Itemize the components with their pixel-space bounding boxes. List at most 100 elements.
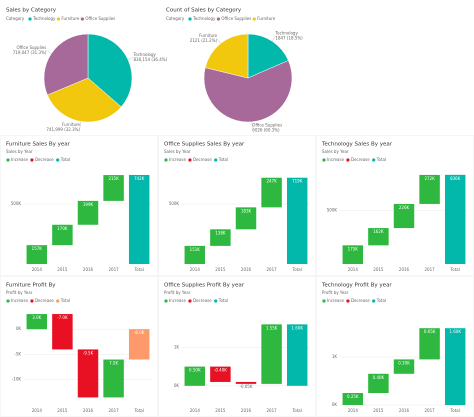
legend-label: Office Supplies xyxy=(221,16,251,21)
legend-label: Total xyxy=(60,157,70,162)
waterfall-bar xyxy=(261,324,282,384)
data-label: 162K xyxy=(373,229,384,234)
waterfall-bar xyxy=(368,373,389,393)
waterfall-bar xyxy=(52,314,73,350)
legend-swatch xyxy=(322,299,326,303)
legend-label: Total xyxy=(218,298,228,303)
chart-title: Sales by Category xyxy=(6,8,57,14)
waterfall-bar xyxy=(184,366,206,386)
chart-title: Furniture Profit By xyxy=(6,283,56,289)
legend-label: Increase xyxy=(11,298,28,303)
x-tick-label: Total xyxy=(292,267,302,272)
x-tick-label: 2017 xyxy=(109,408,120,413)
waterfall-bar xyxy=(77,349,99,398)
legend-label: Decrease xyxy=(351,157,370,162)
x-tick-label: 2014 xyxy=(32,408,43,413)
total-bar xyxy=(128,174,150,264)
chart-title: Technology Profit By year xyxy=(321,283,392,289)
legend-swatch xyxy=(80,17,84,21)
legend-label: Furniture xyxy=(61,16,79,21)
x-tick-label: 2014 xyxy=(348,408,359,413)
legend-swatch xyxy=(56,299,60,303)
x-tick-label: Total xyxy=(292,408,302,413)
pie-slice xyxy=(247,33,289,79)
data-label: 199K xyxy=(83,202,94,207)
total-bar xyxy=(128,329,150,360)
waterfall-bar xyxy=(235,381,257,384)
legend-label: Decrease xyxy=(35,298,54,303)
y-tick-label: 0K xyxy=(16,326,22,331)
legend-label: Increase xyxy=(327,298,344,303)
chart-title: Office Supplies Profit By year xyxy=(164,283,245,289)
x-tick-label: Total xyxy=(450,408,460,413)
chart-title: Furniture Sales By year xyxy=(6,142,71,148)
legend-swatch xyxy=(252,17,256,21)
legend-swatch xyxy=(214,158,218,162)
leader-line xyxy=(251,121,253,128)
legend-title: Category xyxy=(166,16,185,21)
data-label: 3.0K xyxy=(32,315,41,320)
waterfall-bar xyxy=(393,203,415,229)
y-tick-label: 500K xyxy=(327,208,338,213)
chart-title: Office Supplies Sales By year xyxy=(164,142,245,148)
x-tick-label: 2015 xyxy=(57,408,68,413)
chart-title: Count of Sales by Category xyxy=(166,8,242,14)
waterfall-bar xyxy=(419,174,440,204)
data-label: 175K xyxy=(348,246,359,251)
legend-label: Total xyxy=(376,298,386,303)
x-tick-label: 2015 xyxy=(373,408,384,413)
legend-swatch xyxy=(372,158,376,162)
waterfall-bar xyxy=(368,228,389,246)
x-tick-label: 2017 xyxy=(425,267,436,272)
slice-value: 2121 (21.2%) xyxy=(190,38,218,43)
x-tick-label: 2016 xyxy=(399,408,410,413)
data-label: 719K xyxy=(292,179,303,184)
data-label: -7.0K xyxy=(57,315,68,320)
waterfall-bar xyxy=(419,328,440,360)
panel-border xyxy=(0,135,158,276)
pie-slice xyxy=(203,60,293,123)
legend-swatch xyxy=(346,299,350,303)
legend-swatch xyxy=(188,299,192,303)
legend-swatch xyxy=(6,158,10,162)
waterfall-bar xyxy=(210,229,231,246)
legend-label: Furniture xyxy=(257,16,275,21)
slice-label: Furniture xyxy=(199,33,217,38)
data-label: -6.0K xyxy=(134,330,145,335)
x-tick-label: 2016 xyxy=(83,267,94,272)
pie-slice xyxy=(43,33,89,96)
y-tick-label: 500K xyxy=(11,201,22,206)
chart-subtitle: Profit by Year xyxy=(164,290,191,295)
waterfall-bar xyxy=(210,366,231,382)
slice-value: 741,999 (32.3%) xyxy=(46,127,80,132)
x-tick-label: 2016 xyxy=(241,267,252,272)
chart-subtitle: Profit by Year xyxy=(322,290,349,295)
x-tick-label: 2014 xyxy=(32,267,43,272)
x-tick-label: 2015 xyxy=(373,267,384,272)
data-label: 1.55K xyxy=(266,325,278,330)
waterfall-bar xyxy=(26,245,48,264)
data-label: -0.40K xyxy=(214,368,227,373)
x-tick-label: Total xyxy=(134,408,144,413)
legend-label: Decrease xyxy=(193,298,212,303)
x-tick-label: Total xyxy=(134,267,144,272)
legend-label: Decrease xyxy=(35,157,54,162)
legend-swatch xyxy=(164,158,168,162)
legend-swatch xyxy=(28,17,32,21)
x-tick-label: 2014 xyxy=(190,267,201,272)
chart-title: Technology Sales By year xyxy=(321,142,393,148)
legend-label: Total xyxy=(60,298,70,303)
legend-swatch xyxy=(322,158,326,162)
legend-swatch xyxy=(214,299,218,303)
waterfall-bar xyxy=(261,177,282,208)
waterfall-bar xyxy=(342,393,364,405)
waterfall-bar xyxy=(184,245,206,264)
legend-label: Increase xyxy=(169,157,186,162)
legend-label: Office Supplies xyxy=(85,16,115,21)
waterfall-bar xyxy=(235,207,257,230)
legend-label: Total xyxy=(376,157,386,162)
legend-label: Total xyxy=(218,157,228,162)
waterfall-bar xyxy=(342,245,364,264)
